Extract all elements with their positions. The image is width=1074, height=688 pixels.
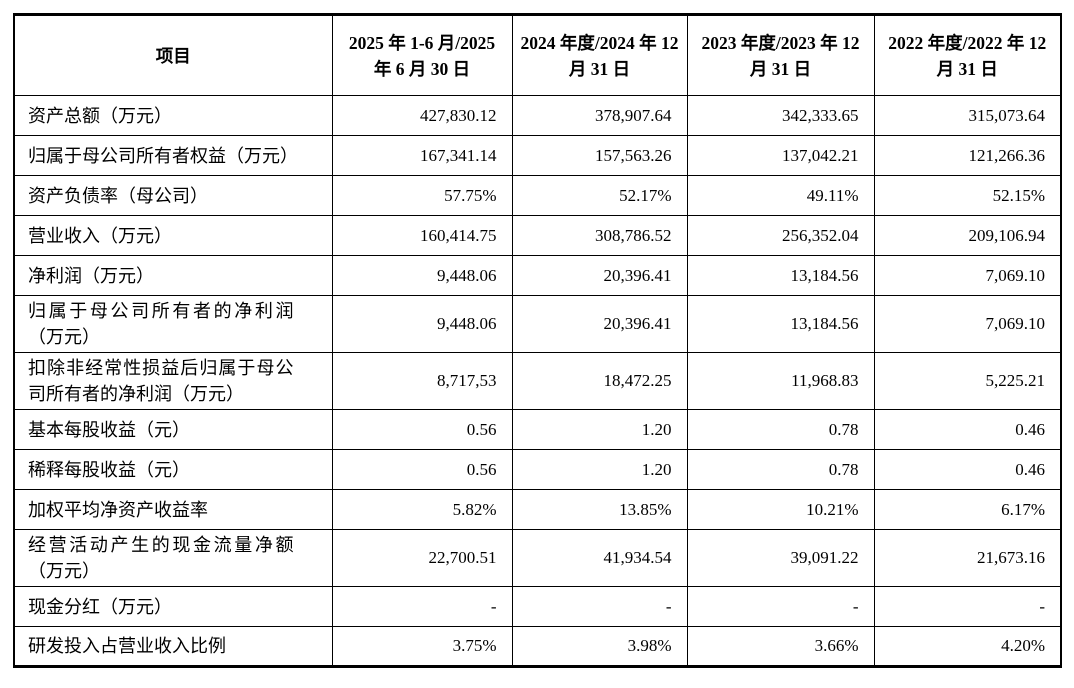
value-cell: 121,266.36	[873, 135, 1062, 176]
value-cell: 57.75%	[331, 175, 513, 216]
table-row: 现金分红（万元） - - - -	[13, 586, 1062, 627]
table-header-row: 项目 2025 年 1-6 月/2025 年 6 月 30 日 2024 年度/20…	[13, 14, 1062, 96]
value-cell: 13,184.56	[686, 295, 875, 353]
row-label: 研发投入占营业收入比例	[13, 626, 333, 667]
row-label: 资产总额（万元）	[13, 95, 333, 136]
row-label: 归属于母公司所有者的净利润（万元）	[13, 295, 333, 353]
table-row: 扣除非经常性损益后归属于母公司所有者的净利润（万元） 8,717,53 18,472…	[13, 352, 1062, 410]
value-cell: 308,786.52	[511, 215, 688, 256]
value-cell: 0.78	[686, 409, 875, 450]
value-cell: 9,448.06	[331, 295, 513, 353]
value-cell: 167,341.14	[331, 135, 513, 176]
value-cell: 3.66%	[686, 626, 875, 667]
value-cell: 3.98%	[511, 626, 688, 667]
table-row: 营业收入（万元） 160,414.75 308,786.52 256,352.04 20…	[13, 215, 1062, 256]
value-cell: 5,225.21	[873, 352, 1062, 410]
value-cell: -	[686, 586, 875, 627]
table-row: 研发投入占营业收入比例 3.75% 3.98% 3.66% 4.20%	[13, 626, 1062, 667]
value-cell: 8,717,53	[331, 352, 513, 410]
row-label: 营业收入（万元）	[13, 215, 333, 256]
value-cell: 52.17%	[511, 175, 688, 216]
item-column-header: 项目	[13, 14, 333, 96]
value-cell: 160,414.75	[331, 215, 513, 256]
value-cell: 10.21%	[686, 489, 875, 530]
row-label: 经营活动产生的现金流量净额（万元）	[13, 529, 333, 587]
value-cell: 0.46	[873, 449, 1062, 490]
value-cell: 209,106.94	[873, 215, 1062, 256]
value-cell: 9,448.06	[331, 255, 513, 296]
row-label: 净利润（万元）	[13, 255, 333, 296]
value-cell: 7,069.10	[873, 295, 1062, 353]
row-label: 加权平均净资产收益率	[13, 489, 333, 530]
table-row: 资产总额（万元） 427,830.12 378,907.64 342,333.65 31…	[13, 95, 1062, 136]
value-cell: -	[331, 586, 513, 627]
value-cell: -	[873, 586, 1062, 627]
value-cell: 378,907.64	[511, 95, 688, 136]
row-label: 归属于母公司所有者权益（万元）	[13, 135, 333, 176]
value-cell: -	[511, 586, 688, 627]
value-cell: 0.46	[873, 409, 1062, 450]
table-row: 净利润（万元） 9,448.06 20,396.41 13,184.56 7,069.1…	[13, 255, 1062, 296]
value-cell: 0.78	[686, 449, 875, 490]
value-cell: 39,091.22	[686, 529, 875, 587]
value-cell: 5.82%	[331, 489, 513, 530]
value-cell: 137,042.21	[686, 135, 875, 176]
table-row: 资产负债率（母公司） 57.75% 52.17% 49.11% 52.15%	[13, 175, 1062, 216]
value-cell: 1.20	[511, 449, 688, 490]
table-row: 稀释每股收益（元） 0.56 1.20 0.78 0.46	[13, 449, 1062, 490]
period-column-header: 2023 年度/2023 年 12 月 31 日	[686, 14, 875, 96]
value-cell: 315,073.64	[873, 95, 1062, 136]
period-column-header: 2024 年度/2024 年 12 月 31 日	[511, 14, 688, 96]
value-cell: 6.17%	[873, 489, 1062, 530]
value-cell: 52.15%	[873, 175, 1062, 216]
value-cell: 13.85%	[511, 489, 688, 530]
value-cell: 11,968.83	[686, 352, 875, 410]
value-cell: 13,184.56	[686, 255, 875, 296]
row-label: 现金分红（万元）	[13, 586, 333, 627]
period-column-header: 2022 年度/2022 年 12 月 31 日	[873, 14, 1062, 96]
row-label: 稀释每股收益（元）	[13, 449, 333, 490]
table-row: 归属于母公司所有者的净利润（万元） 9,448.06 20,396.41 13,184…	[13, 295, 1062, 353]
row-label: 资产负债率（母公司）	[13, 175, 333, 216]
value-cell: 22,700.51	[331, 529, 513, 587]
value-cell: 256,352.04	[686, 215, 875, 256]
value-cell: 21,673.16	[873, 529, 1062, 587]
value-cell: 0.56	[331, 449, 513, 490]
value-cell: 18,472.25	[511, 352, 688, 410]
table-row: 经营活动产生的现金流量净额（万元） 22,700.51 41,934.54 39,09…	[13, 529, 1062, 587]
financial-summary-table: 项目 2025 年 1-6 月/2025 年 6 月 30 日 2024 年度/20…	[13, 13, 1062, 668]
row-label: 扣除非经常性损益后归属于母公司所有者的净利润（万元）	[13, 352, 333, 410]
value-cell: 3.75%	[331, 626, 513, 667]
value-cell: 7,069.10	[873, 255, 1062, 296]
value-cell: 20,396.41	[511, 255, 688, 296]
value-cell: 4.20%	[873, 626, 1062, 667]
table-row: 归属于母公司所有者权益（万元） 167,341.14 157,563.26 137,0…	[13, 135, 1062, 176]
value-cell: 342,333.65	[686, 95, 875, 136]
value-cell: 20,396.41	[511, 295, 688, 353]
table-row: 加权平均净资产收益率 5.82% 13.85% 10.21% 6.17%	[13, 489, 1062, 530]
value-cell: 157,563.26	[511, 135, 688, 176]
value-cell: 1.20	[511, 409, 688, 450]
value-cell: 427,830.12	[331, 95, 513, 136]
table-row: 基本每股收益（元） 0.56 1.20 0.78 0.46	[13, 409, 1062, 450]
row-label: 基本每股收益（元）	[13, 409, 333, 450]
value-cell: 49.11%	[686, 175, 875, 216]
value-cell: 0.56	[331, 409, 513, 450]
period-column-header: 2025 年 1-6 月/2025 年 6 月 30 日	[331, 14, 513, 96]
value-cell: 41,934.54	[511, 529, 688, 587]
